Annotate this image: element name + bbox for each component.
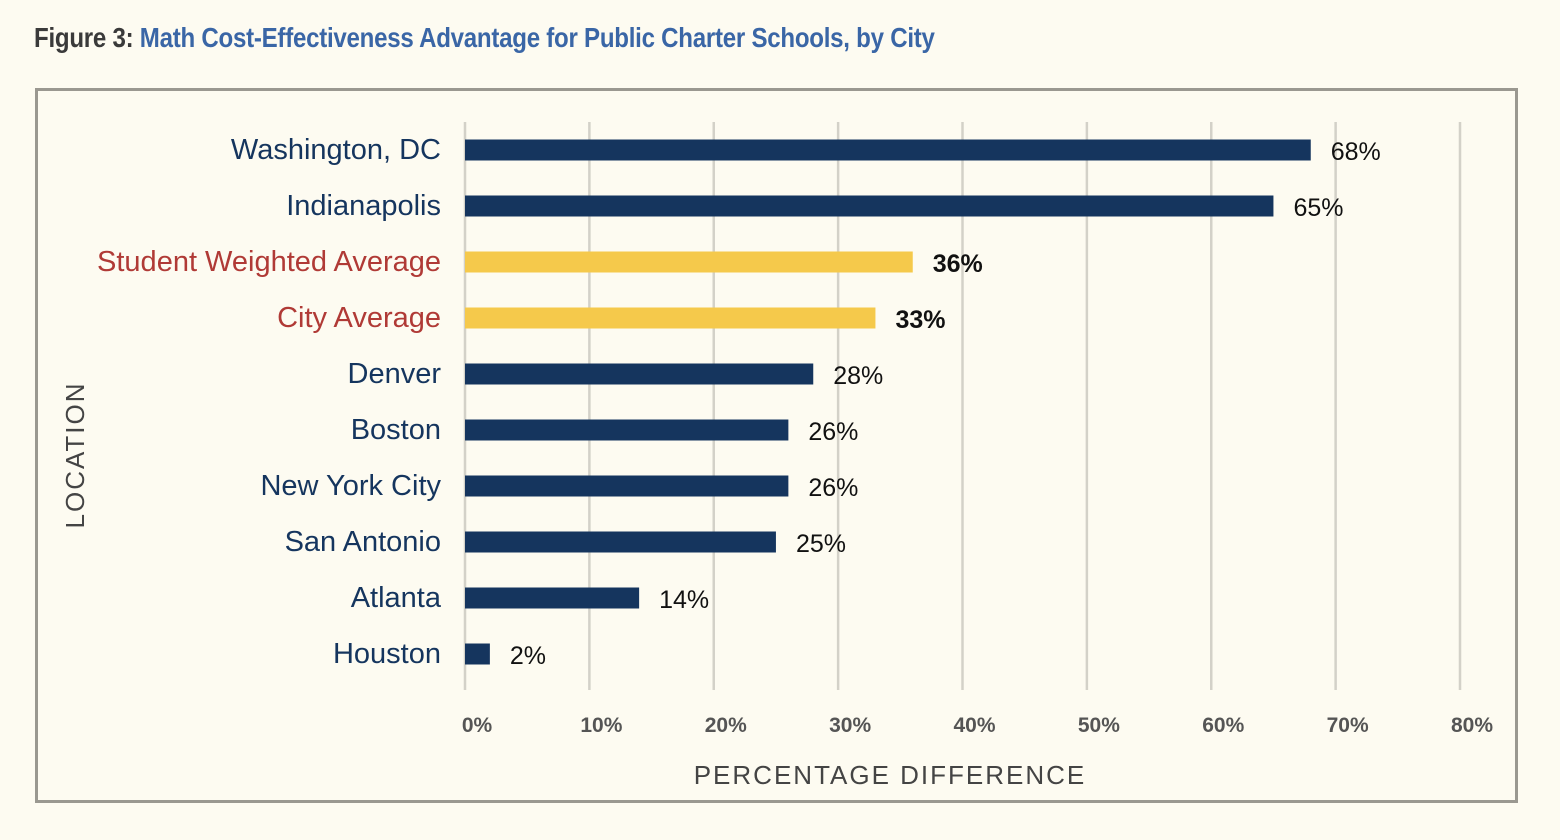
- x-tick-label: 30%: [829, 714, 871, 737]
- x-tick-label: 0%: [462, 714, 493, 737]
- figure-label: Figure 3:: [34, 22, 134, 53]
- y-axis-title: LOCATION: [60, 382, 90, 529]
- data-label: 68%: [1331, 138, 1381, 166]
- category-label: Denver: [348, 358, 442, 390]
- x-tick-label: 20%: [705, 714, 747, 737]
- data-label: 25%: [796, 530, 846, 558]
- data-label: 26%: [808, 418, 858, 446]
- bar: [465, 475, 789, 497]
- data-label: 28%: [833, 362, 883, 390]
- x-tick-label: 70%: [1327, 714, 1369, 737]
- bar: [465, 363, 814, 385]
- data-label: 14%: [659, 586, 709, 614]
- data-label: 36%: [933, 250, 983, 278]
- figure-title-text: Math Cost-Effectiveness Advantage for Pu…: [139, 22, 935, 53]
- bar: [465, 195, 1274, 217]
- category-label: New York City: [260, 470, 441, 502]
- category-label: San Antonio: [285, 526, 441, 558]
- bar: [465, 139, 1311, 161]
- category-label: Indianapolis: [286, 190, 441, 222]
- category-label: Houston: [333, 638, 441, 670]
- x-axis-title: PERCENTAGE DIFFERENCE: [694, 760, 1087, 790]
- category-label: Washington, DC: [231, 134, 441, 166]
- category-label: City Average: [277, 302, 441, 334]
- data-label: 33%: [895, 306, 945, 334]
- bar: [465, 419, 789, 441]
- bar: [465, 251, 913, 273]
- x-tick-label: 50%: [1078, 714, 1120, 737]
- x-tick-label: 80%: [1451, 714, 1493, 737]
- x-tick-label: 60%: [1202, 714, 1244, 737]
- data-label: 26%: [808, 474, 858, 502]
- category-label: Atlanta: [351, 582, 442, 614]
- x-tick-label: 10%: [580, 714, 622, 737]
- data-label: 65%: [1293, 194, 1343, 222]
- bar: [465, 643, 490, 665]
- data-label: 2%: [510, 642, 546, 670]
- x-tick-label: 40%: [953, 714, 995, 737]
- bar: [465, 307, 876, 329]
- figure-title: Figure 3: Math Cost-Effectiveness Advant…: [34, 22, 935, 54]
- chart-frame: [35, 88, 1518, 803]
- category-label: Student Weighted Average: [97, 246, 441, 278]
- category-label: Boston: [351, 414, 441, 446]
- bar: [465, 531, 776, 553]
- bar: [465, 587, 640, 609]
